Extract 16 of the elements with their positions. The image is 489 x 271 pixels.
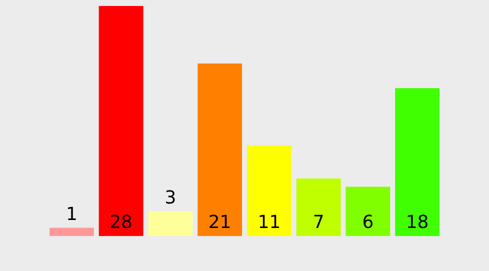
data-label: 18 bbox=[406, 212, 429, 233]
bar bbox=[395, 88, 440, 236]
data-label: 6 bbox=[362, 212, 374, 233]
bar bbox=[98, 6, 144, 236]
data-label: 28 bbox=[110, 212, 133, 233]
data-label: 3 bbox=[164, 187, 176, 208]
bar bbox=[296, 178, 341, 236]
bar bbox=[346, 186, 390, 236]
data-label: 11 bbox=[258, 212, 281, 233]
data-label: 7 bbox=[312, 212, 324, 233]
bar bbox=[246, 146, 292, 236]
bar bbox=[198, 64, 242, 236]
bar bbox=[148, 211, 193, 236]
data-label: 21 bbox=[208, 212, 232, 233]
bar bbox=[49, 228, 94, 236]
data-label: 1 bbox=[66, 204, 78, 225]
